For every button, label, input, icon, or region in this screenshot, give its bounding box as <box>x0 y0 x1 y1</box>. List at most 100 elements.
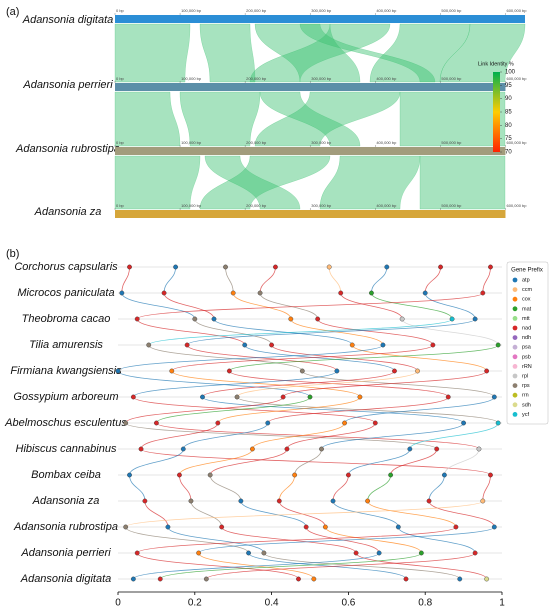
gene-link <box>228 370 449 398</box>
gene-point <box>173 264 179 270</box>
tick-label: 0 bp <box>116 203 125 208</box>
tick-label: 200,000 bp <box>246 8 267 13</box>
gene-link <box>179 448 253 476</box>
gene-point <box>115 368 121 374</box>
gene-point <box>315 316 321 322</box>
gene-link <box>144 500 169 528</box>
gene-link <box>294 448 322 476</box>
gene-point <box>376 550 382 556</box>
gene-point <box>491 394 497 400</box>
gene-link <box>444 448 480 476</box>
gene-link <box>332 474 349 502</box>
tick-label: 0 bp <box>116 140 125 145</box>
gene-point <box>280 394 286 400</box>
gene-point <box>219 524 225 530</box>
gene-link <box>228 344 499 372</box>
gene-point <box>472 550 478 556</box>
legend-title: Gene Prefix <box>511 268 543 274</box>
link-ribbon <box>114 91 181 147</box>
gene-point <box>403 576 409 582</box>
gene-link <box>140 422 219 450</box>
gene-link <box>159 552 422 580</box>
gene-point <box>226 368 232 374</box>
gene-link <box>125 526 249 554</box>
link-ribbon <box>439 23 526 83</box>
legend-label: mat <box>522 306 532 312</box>
gene-link <box>125 396 284 424</box>
colorbar-tick-label: 90 <box>505 96 512 102</box>
gene-point <box>146 342 152 348</box>
gene-link <box>332 500 399 528</box>
colorbar-tick-label: 100 <box>505 70 516 76</box>
gene-point <box>192 316 198 322</box>
legend-swatch <box>512 373 518 379</box>
legend-label: rpl <box>522 373 528 379</box>
gene-link <box>244 344 395 372</box>
link-ribbon <box>254 23 361 83</box>
gene-link <box>252 422 345 450</box>
gene-link <box>232 292 292 320</box>
link-ribbon <box>199 23 256 83</box>
colorbar <box>493 72 500 152</box>
gene-link <box>186 318 476 346</box>
gene-link <box>409 422 499 450</box>
gene-link <box>428 500 495 528</box>
species-label: Adansonia rubrostipa <box>13 521 118 533</box>
gene-link <box>117 344 384 372</box>
legend-swatch <box>512 277 518 283</box>
gene-point <box>418 550 424 556</box>
gene-link <box>482 474 491 502</box>
gene-point <box>388 472 394 478</box>
gene-point <box>311 576 317 582</box>
gene-link <box>236 370 418 398</box>
genome-track <box>115 147 506 155</box>
legend-swatch <box>512 402 518 408</box>
gene-point <box>246 550 251 556</box>
gene-point <box>269 342 274 348</box>
gene-link <box>202 396 464 424</box>
gene-point <box>415 368 420 374</box>
gene-point <box>299 368 305 374</box>
tick-label: 600,000 bp <box>506 76 527 81</box>
link-ribbon <box>179 91 261 147</box>
legend-label: ndh <box>522 335 531 341</box>
tick-label: 100,000 bp <box>181 8 202 13</box>
gene-point <box>472 316 478 322</box>
species-label: Adansonia rubrostipa <box>15 143 120 155</box>
species-label: Adansonia perrieri <box>20 547 111 559</box>
tick-label: 500,000 bp <box>441 140 462 145</box>
gene-point <box>261 550 267 556</box>
gene-point <box>461 420 466 426</box>
tick-label: 100,000 bp <box>181 203 202 208</box>
legend-swatch <box>512 287 518 292</box>
gene-point <box>441 472 447 478</box>
x-tick-label: 0.8 <box>418 598 432 609</box>
gene-link <box>132 552 380 580</box>
gene-link <box>148 318 453 346</box>
link-ribbon <box>419 155 506 210</box>
gene-link <box>351 344 488 372</box>
link-ribbon <box>204 155 301 210</box>
gene-point <box>134 550 140 556</box>
tick-label: 400,000 bp <box>376 203 397 208</box>
gene-point <box>138 446 144 452</box>
gene-point <box>119 290 125 296</box>
link-ribbon <box>114 23 191 83</box>
species-label: Hibiscus cannabinus <box>16 443 117 455</box>
gene-link <box>209 448 288 476</box>
gene-link <box>136 552 299 580</box>
gene-link <box>167 526 265 554</box>
link-ribbon <box>199 155 331 210</box>
gene-link <box>344 396 495 424</box>
gene-point <box>234 394 240 400</box>
gene-link <box>424 292 476 320</box>
gene-link <box>267 396 449 424</box>
legend-box <box>506 261 549 425</box>
gene-point <box>177 472 182 478</box>
gene-link <box>156 422 480 450</box>
tick-label: 0 bp <box>116 8 125 13</box>
legend-swatch <box>512 335 518 340</box>
tick-label: 500,000 bp <box>441 203 462 208</box>
gene-link <box>194 318 272 346</box>
link-ribbon <box>399 91 506 147</box>
